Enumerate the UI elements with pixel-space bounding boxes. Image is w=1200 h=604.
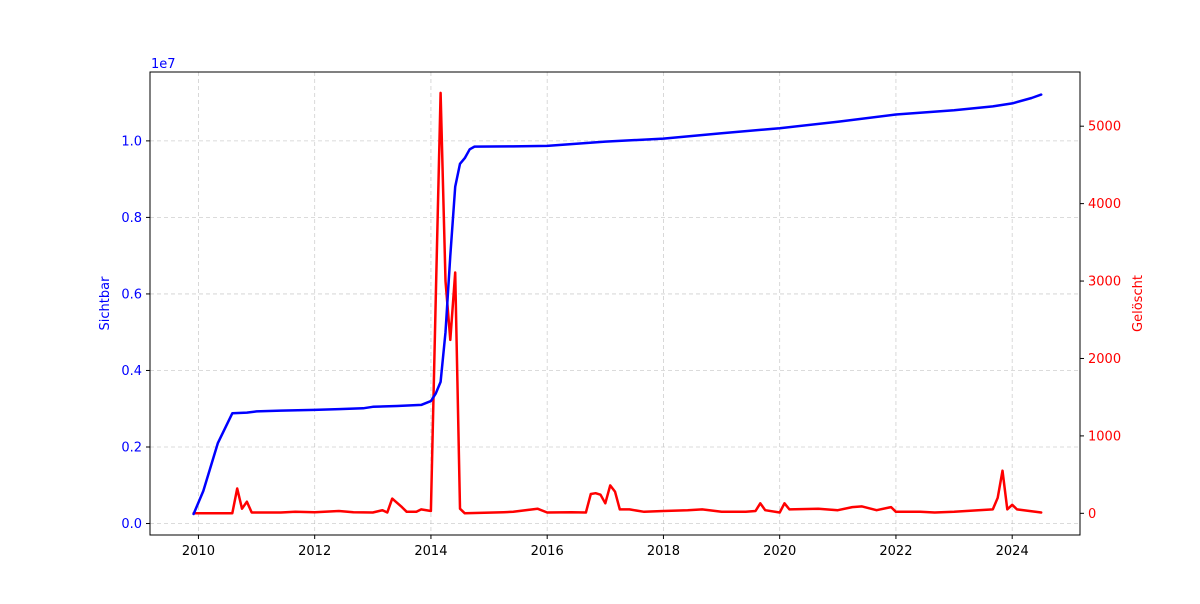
x-tick-label: 2022 [879,544,912,559]
left-tick-label: 0.4 [121,364,142,379]
right-axis-label: Gelöscht [1131,275,1146,332]
x-tick-label: 2014 [414,544,447,559]
left-tick-label: 0.2 [121,440,142,455]
left-y-axis: 0.0 0.2 0.4 0.6 0.8 1.0 [121,134,150,532]
left-tick-label: 0.0 [121,517,142,532]
x-axis: 2010 2012 2014 2016 2018 2020 2022 2024 [182,535,1029,559]
plot-frame [149,71,1081,536]
x-tick-label: 2020 [763,544,796,559]
right-tick-label: 0 [1088,507,1096,522]
x-tick-label: 2024 [996,544,1029,559]
x-tick-label: 2010 [182,544,215,559]
right-y-axis: 0 1000 2000 3000 4000 5000 [1080,120,1121,522]
left-axis-label: Sichtbar [98,276,113,331]
right-tick-label: 5000 [1088,120,1121,135]
x-tick-label: 2016 [531,544,564,559]
right-tick-label: 1000 [1088,429,1121,444]
left-axis-offset-text: 1e7 [151,57,176,72]
right-tick-label: 2000 [1088,352,1121,367]
series-layer [192,91,1043,516]
right-tick-label: 4000 [1088,197,1121,212]
left-tick-label: 1.0 [121,134,142,149]
right-tick-label: 3000 [1088,275,1121,290]
x-tick-label: 2012 [298,544,331,559]
series-line-right [192,91,1043,515]
x-tick-label: 2018 [647,544,680,559]
series-line-left [192,93,1043,516]
left-tick-label: 0.6 [121,287,142,302]
left-tick-label: 0.8 [121,211,142,226]
